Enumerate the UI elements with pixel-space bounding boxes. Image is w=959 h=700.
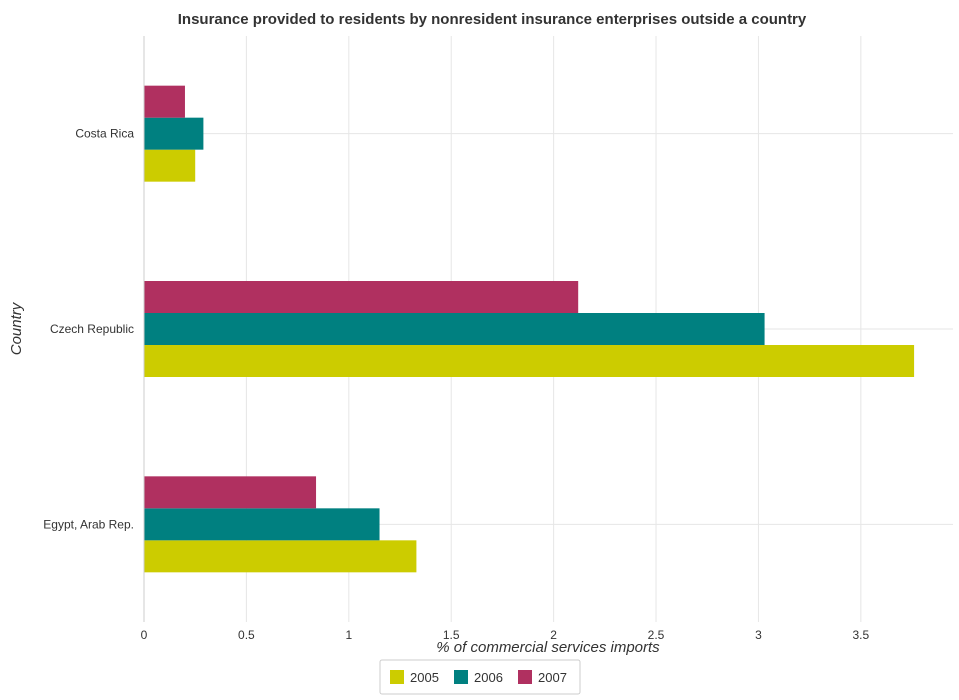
y-tick-label: Egypt, Arab Rep.	[43, 517, 134, 531]
bar-2007-costa-rica	[144, 85, 185, 118]
y-axis-label: Country	[8, 301, 25, 355]
bar-2006-czech-republic	[144, 313, 765, 345]
bar-2006-costa-rica	[144, 117, 204, 150]
legend-label-2005: 2005	[410, 670, 439, 685]
bar-2005-costa-rica	[144, 149, 196, 182]
x-tick-label: 3	[755, 628, 762, 642]
bars	[144, 85, 915, 573]
bar-2006-egypt-arab-rep-	[144, 508, 380, 541]
legend-swatch-2005	[390, 670, 404, 684]
chart-title: Insurance provided to residents by nonre…	[178, 11, 807, 28]
x-tick-label: 2.5	[648, 628, 665, 642]
x-tick-label: 3.5	[852, 628, 869, 642]
legend-swatch-2007	[518, 670, 532, 684]
y-tick-labels: Costa Rica Czech Republic Egypt, Arab Rep.	[43, 127, 134, 532]
x-tick-label: 1.5	[443, 628, 460, 642]
x-tick-label: 0.5	[238, 628, 255, 642]
legend: 2005 2006 2007	[379, 659, 581, 695]
y-tick-label: Czech Republic	[50, 322, 134, 336]
x-tick-labels: 0 0.5 1 1.5 2 2.5 3 3.5	[141, 628, 870, 642]
legend-swatch-2006	[454, 670, 468, 684]
legend-label-2006: 2006	[474, 670, 503, 685]
plot-area: 0 0.5 1 1.5 2 2.5 3 3.5 Costa Rica Czech Republi…	[43, 36, 953, 642]
x-axis-label: % of commercial services imports	[436, 639, 660, 656]
x-tick-label: 2	[550, 628, 557, 642]
legend-items: 2005 2006 2007	[390, 670, 567, 685]
legend-label-2007: 2007	[538, 670, 567, 685]
x-tick-label: 0	[141, 628, 148, 642]
bar-2007-czech-republic	[144, 281, 579, 313]
bar-2007-egypt-arab-rep-	[144, 476, 317, 509]
bar-2005-egypt-arab-rep-	[144, 540, 417, 573]
legend-box	[379, 659, 581, 695]
y-tick-label: Costa Rica	[75, 127, 134, 141]
x-tick-label: 1	[345, 628, 352, 642]
bar-2005-czech-republic	[144, 345, 915, 377]
